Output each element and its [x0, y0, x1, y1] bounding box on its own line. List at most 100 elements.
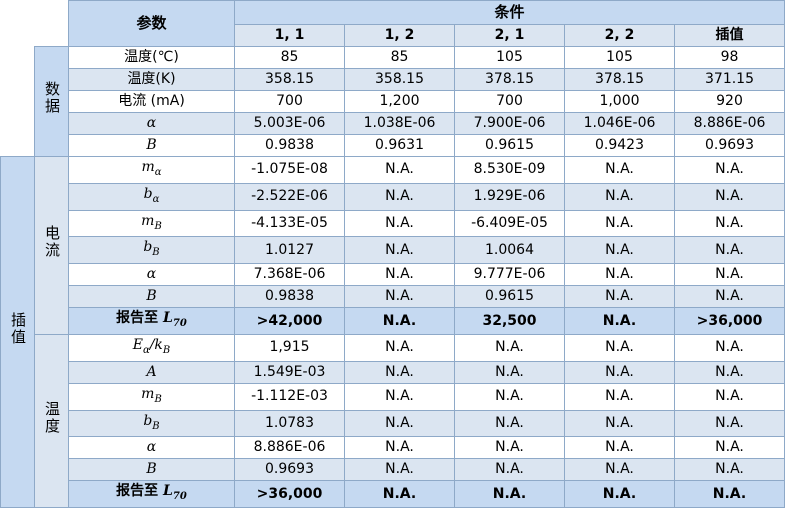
value-cell: 1.046E-06 [564, 112, 675, 135]
symbol: mB [141, 385, 162, 405]
symbol-base: α [146, 266, 157, 283]
value-cell: N.A. [564, 333, 675, 362]
value-cell: -1.075E-08 [234, 156, 345, 184]
value-cell: N.A. [564, 182, 675, 211]
value-cell: 0.9615 [454, 134, 565, 157]
value-cell: N.A. [344, 209, 455, 238]
value-cell: N.A. [344, 436, 455, 460]
value-cell: N.A. [564, 436, 675, 460]
value-cell: 1,000 [564, 90, 675, 113]
value-cell: -4.133E-05 [234, 209, 345, 238]
value-cell: N.A. [454, 458, 565, 482]
conditions-header: 条件 [234, 0, 785, 25]
value-cell: 105 [454, 46, 565, 69]
value-cell: N.A. [564, 409, 675, 438]
value-cell: N.A. [454, 333, 565, 362]
value-cell: N.A. [344, 307, 455, 335]
value-cell: N.A. [564, 360, 675, 384]
column-header: 2, 2 [564, 24, 675, 47]
row-label: B [68, 134, 235, 157]
value-cell: 0.9693 [674, 134, 785, 157]
group-current-label: 电流 [43, 224, 61, 259]
value-cell: N.A. [564, 209, 675, 238]
value-cell: 378.15 [454, 68, 565, 91]
symbol-base: E [132, 336, 143, 353]
value-cell: N.A. [564, 285, 675, 309]
symbol-base: α [146, 439, 157, 456]
value-cell: 1,200 [344, 90, 455, 113]
value-cell: 85 [234, 46, 345, 69]
value-cell: N.A. [344, 382, 455, 411]
symbol: α [147, 439, 156, 455]
row-label: 温度(K) [68, 68, 235, 91]
symbol-base: b [143, 412, 153, 429]
row-label: 电流 (mA) [68, 90, 235, 113]
symbol-subscript: α [154, 166, 162, 178]
value-cell: N.A. [454, 360, 565, 384]
symbol-base: b [143, 239, 153, 256]
value-cell: -2.522E-06 [234, 182, 345, 211]
symbol: Eα/kB [132, 336, 171, 356]
corner-blank [0, 0, 69, 47]
symbol-subscript: B [152, 420, 160, 432]
value-cell: 358.15 [344, 68, 455, 91]
table-row: 电流 (mA) 700 1,200 700 1,000 920 [1, 90, 785, 113]
value-cell: N.A. [454, 409, 565, 438]
group-data: 数据 [34, 46, 69, 157]
value-cell: 1.0064 [454, 236, 565, 265]
row-label: B [68, 458, 235, 482]
value-cell: 0.9615 [454, 285, 565, 309]
value-cell: 371.15 [674, 68, 785, 91]
group-current: 电流 [34, 156, 69, 335]
table-row: 温度(K) 358.15 358.15 378.15 378.15 371.15 [1, 68, 785, 91]
table-row: B 0.9838 0.9631 0.9615 0.9423 0.9693 [1, 134, 785, 157]
symbol-subscript: α [152, 193, 160, 205]
value-cell: N.A. [564, 458, 675, 482]
row-label: 温度(℃) [68, 46, 235, 69]
value-cell: N.A. [564, 307, 675, 335]
value-cell: 7.368E-06 [234, 263, 345, 287]
symbol-suffix-subscript: B [162, 344, 171, 356]
symbol: α [147, 266, 156, 282]
symbol-base: m [141, 159, 155, 175]
symbol-suffix: /k [149, 336, 163, 353]
symbol-base: B [146, 461, 157, 478]
table-row: mB -4.133E-05 N.A. -6.409E-05 N.A. N.A. [1, 209, 785, 238]
value-cell: -6.409E-05 [454, 209, 565, 238]
table-row: α 8.886E-06 N.A. N.A. N.A. N.A. [1, 436, 785, 460]
value-cell: N.A. [674, 209, 785, 238]
report-text: 报告至 [116, 483, 164, 500]
symbol-base: m [141, 212, 155, 229]
value-cell: 1.038E-06 [344, 112, 455, 135]
value-cell: 0.9838 [234, 285, 345, 309]
symbol-subscript: B [154, 220, 162, 232]
value-cell: 1.549E-03 [234, 360, 345, 384]
value-cell: N.A. [674, 333, 785, 362]
table-row: 数据 温度(℃) 85 85 105 105 98 [0, 46, 785, 157]
value-cell: N.A. [344, 360, 455, 384]
value-cell: N.A. [674, 360, 785, 384]
value-cell: >42,000 [234, 307, 345, 335]
value-cell: N.A. [674, 236, 785, 265]
symbol-subscript: α [142, 344, 150, 356]
table-row: bα -2.522E-06 N.A. 1.929E-06 N.A. N.A. [1, 182, 785, 211]
row-label: bα [68, 182, 235, 211]
table-row: B 0.9693 N.A. N.A. N.A. N.A. [1, 458, 785, 482]
column-header: 插值 [674, 24, 785, 47]
symbol: A [146, 364, 156, 380]
symbol-base: A [146, 363, 157, 380]
value-cell: N.A. [564, 382, 675, 411]
symbol-subscript: 70 [172, 317, 187, 329]
value-cell: N.A. [674, 156, 785, 184]
value-cell: N.A. [344, 333, 455, 362]
group-interp-label: 插值 [9, 311, 27, 346]
value-cell: 700 [454, 90, 565, 113]
value-cell: >36,000 [674, 307, 785, 335]
value-cell: 0.9838 [234, 134, 345, 157]
symbol-base: b [143, 185, 153, 202]
value-cell: N.A. [454, 436, 565, 460]
symbol-base: m [141, 385, 155, 402]
value-cell: -1.112E-03 [234, 382, 345, 411]
symbol: B [146, 137, 157, 153]
